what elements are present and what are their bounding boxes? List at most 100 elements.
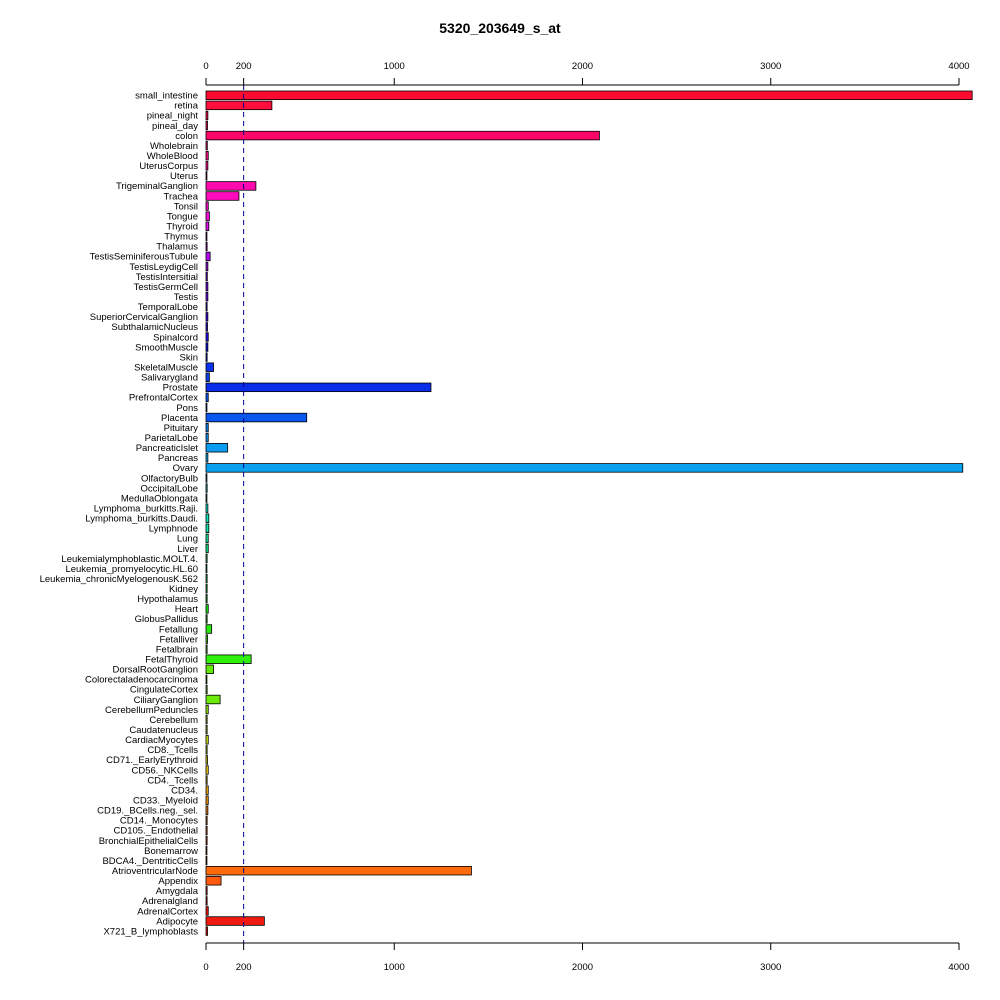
category-label: CD34. [171, 785, 198, 796]
category-label: MedullaOblongata [121, 493, 199, 504]
category-label: CD14._Monocytes [120, 816, 198, 827]
bar [205, 916, 265, 926]
bar [205, 291, 209, 302]
bar [205, 604, 209, 614]
category-label: Thymus [164, 232, 198, 243]
category-label: Fetallung [159, 624, 198, 635]
category-labels-group: small_intestineretinapineal_nightpineal_… [40, 91, 199, 938]
bar [205, 171, 208, 181]
bar [205, 896, 208, 906]
bar [205, 543, 209, 554]
bar [205, 775, 208, 785]
category-label: Leukemialymphoblastic.MOLT.4. [61, 554, 198, 565]
bar [205, 533, 209, 544]
bar [205, 211, 210, 221]
bar [205, 362, 214, 372]
bar [205, 443, 229, 453]
bar [205, 805, 209, 815]
bar [205, 140, 208, 151]
category-label: Pituitary [164, 423, 199, 434]
category-label: Trachea [164, 191, 199, 202]
category-label: WholeBlood [147, 151, 198, 162]
category-label: PrefrontalCortex [129, 393, 198, 404]
category-label: SmoothMuscle [135, 342, 198, 353]
category-label: Fetalliver [159, 634, 198, 645]
bars-group [205, 90, 973, 936]
category-label: Caudatenucleus [129, 725, 198, 736]
category-label: SubthalamicNucleus [111, 322, 198, 333]
category-label: DorsalRootGanglion [112, 665, 198, 676]
bar [205, 594, 208, 604]
bar [205, 302, 208, 312]
bar [205, 251, 211, 262]
bar [205, 332, 209, 342]
category-label: Skin [180, 352, 198, 363]
bar [205, 372, 210, 382]
bar [205, 835, 208, 846]
category-label: SuperiorCervicalGanglion [90, 312, 198, 323]
bar [205, 745, 208, 755]
bar [205, 694, 221, 705]
category-label: CingulateCortex [130, 685, 198, 696]
bar [205, 573, 208, 584]
bar [205, 271, 208, 282]
bar [205, 463, 964, 473]
category-label: Tonsil [174, 201, 198, 212]
category-label: Pons [176, 403, 198, 414]
category-label: AdrenalCortex [137, 906, 198, 917]
tick-label: 3000 [760, 61, 781, 72]
tick-label: 1000 [384, 962, 405, 973]
bar [205, 735, 209, 745]
bar [205, 110, 209, 121]
bar [205, 523, 210, 534]
bar [205, 614, 208, 624]
tick-label: 0 [203, 61, 208, 72]
category-label: CiliaryGanglion [134, 695, 198, 706]
bar [205, 422, 209, 433]
category-label: CardiacMyocytes [125, 735, 198, 746]
category-label: FetalThyroid [145, 655, 198, 666]
category-label: BronchialEpithelialCells [99, 836, 199, 847]
category-label: Appendix [158, 876, 198, 887]
category-label: Hypothalamus [137, 594, 198, 605]
bar [205, 261, 209, 272]
bar [205, 241, 208, 252]
bar [205, 845, 208, 856]
category-label: Pancreas [158, 453, 198, 464]
category-label: PancreaticIslet [136, 443, 199, 454]
category-label: Lymphoma_burkitts.Raji. [94, 503, 198, 514]
tick-label: 3000 [760, 962, 781, 973]
bar [205, 120, 208, 131]
bar [205, 493, 208, 503]
bar [205, 563, 208, 574]
tick-label: 200 [236, 61, 252, 72]
bar [205, 865, 472, 876]
category-label: Cerebellum [149, 715, 198, 726]
category-label: AtrioventricularNode [112, 866, 198, 877]
bar [205, 876, 222, 886]
category-label: Fetalbrain [156, 644, 198, 655]
category-label: TestisGermCell [134, 282, 198, 293]
bar [205, 644, 208, 654]
bar [205, 473, 208, 483]
bar [205, 926, 208, 936]
category-label: GlobusPallidus [135, 614, 199, 625]
category-label: Heart [175, 604, 199, 615]
tick-label: 4000 [948, 61, 969, 72]
bar [205, 886, 208, 896]
category-label: Salivarygland [141, 373, 198, 384]
tick-label: 1000 [384, 61, 405, 72]
category-label: Prostate [163, 383, 198, 394]
bar [205, 513, 210, 523]
bar [205, 684, 208, 695]
chart-title: 5320_203649_s_at [439, 20, 561, 36]
bar [205, 855, 208, 866]
bar [205, 231, 208, 241]
category-label: Lung [177, 534, 198, 545]
category-label: UterusCorpus [139, 161, 198, 172]
category-label: Placenta [161, 413, 199, 424]
bar [205, 654, 252, 664]
category-label: Thyroid [166, 222, 198, 233]
category-label: Bonemarrow [144, 846, 198, 857]
tick-label: 2000 [572, 962, 593, 973]
